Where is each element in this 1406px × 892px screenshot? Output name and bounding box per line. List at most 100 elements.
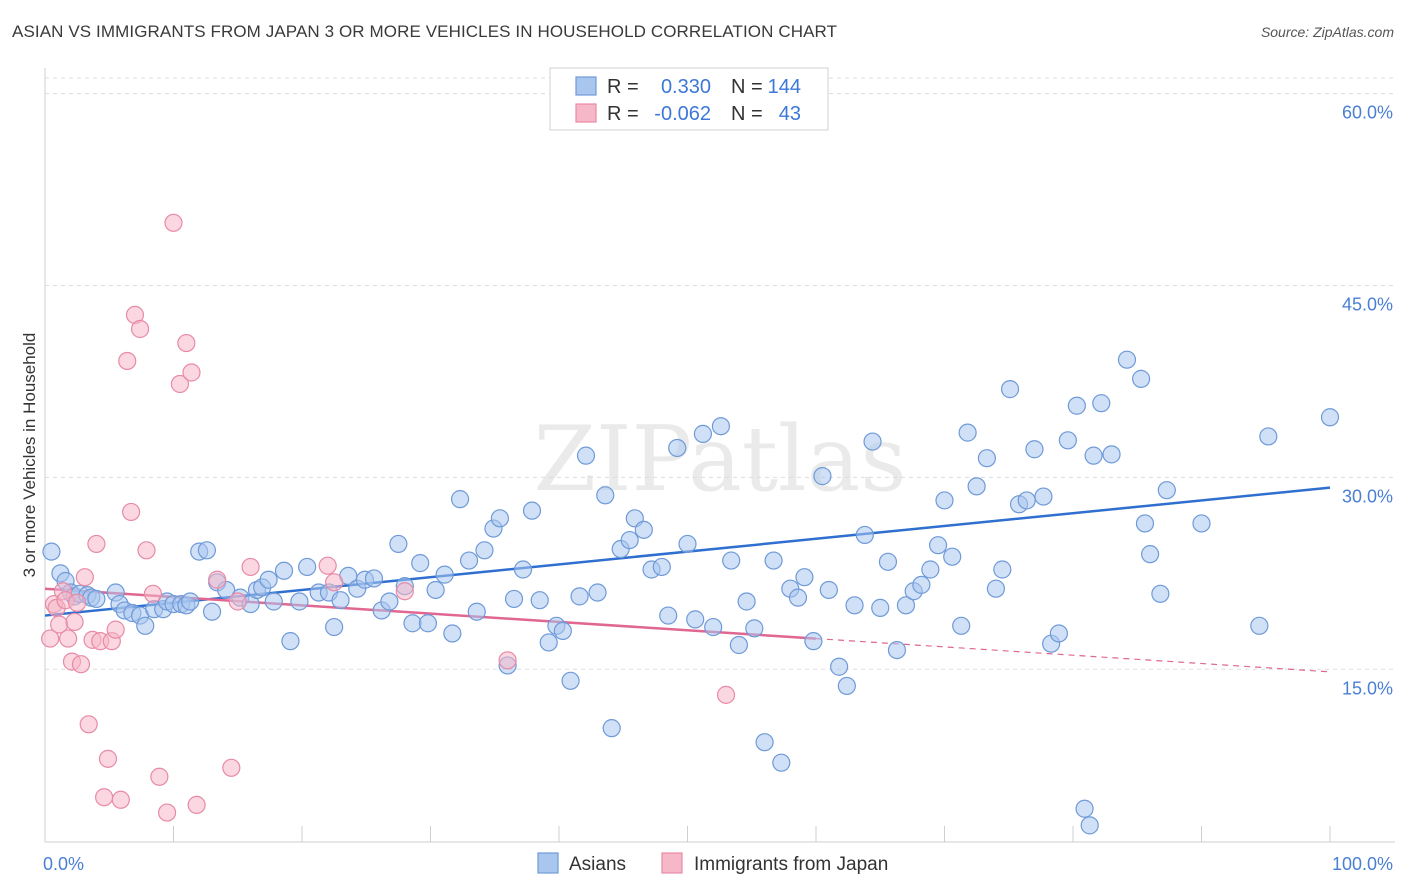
asian-point [443, 624, 462, 643]
japan-point [41, 629, 60, 648]
asian-point [863, 432, 882, 451]
legend-r-value: 0.330 [661, 76, 711, 98]
japan-point [170, 374, 190, 394]
asian-point [1092, 394, 1111, 413]
asian-point [935, 491, 954, 510]
data-points [41, 213, 1340, 835]
japan-point [157, 803, 177, 822]
japan-point [65, 612, 84, 632]
asian-point [921, 560, 940, 579]
asian-point [411, 554, 430, 573]
x-tick-labels: 0.0% 100.0% [43, 854, 1393, 874]
asian-point [977, 449, 997, 468]
legend-swatch-japan [575, 103, 597, 123]
asian-point [513, 560, 533, 579]
asian-point [1034, 487, 1053, 506]
asian-point [745, 619, 764, 638]
chart-title: ASIAN VS IMMIGRANTS FROM JAPAN 3 OR MORE… [12, 22, 838, 41]
asian-point [1259, 427, 1278, 446]
asian-point [887, 640, 907, 660]
asian-point [652, 557, 671, 577]
japan-point [79, 715, 98, 734]
asian-point [1102, 445, 1121, 464]
asian-point [561, 671, 580, 690]
asian-point [435, 565, 454, 584]
asian-point [928, 536, 948, 555]
asian-point [678, 534, 697, 554]
axes [44, 68, 1395, 843]
asian-point [1140, 545, 1160, 564]
asian-point [722, 551, 741, 570]
asian-point [659, 606, 678, 625]
asian-point [952, 616, 971, 635]
japan-point [395, 582, 414, 601]
legend-r-label: R = [607, 76, 639, 98]
trend-line-extension [815, 637, 1331, 673]
asian-point [298, 557, 317, 577]
asian-point [1058, 431, 1077, 450]
legend-n-value: 43 [779, 103, 801, 125]
asian-point [1132, 369, 1151, 388]
asian-point [539, 633, 558, 652]
gridlines [45, 77, 1395, 670]
asian-point [943, 547, 962, 566]
asian-point [764, 551, 783, 570]
asian-point [570, 587, 589, 606]
asian-point [1025, 440, 1044, 459]
asian-point [281, 632, 300, 651]
japan-point [498, 651, 517, 670]
asian-point [576, 446, 596, 465]
japan-point [177, 333, 196, 353]
japan-point [208, 570, 227, 589]
asian-point [788, 588, 808, 607]
asian-point [855, 525, 874, 545]
y-tick-label: 30.0% [1342, 486, 1393, 506]
asian-point [755, 733, 774, 752]
asian-point [704, 617, 723, 637]
y-tick-labels: 15.0% 30.0% 45.0% 60.0% [1342, 103, 1393, 699]
y-axis-label: 3 or more Vehicles in Household [20, 333, 39, 578]
asian-point [602, 719, 621, 738]
japan-point [137, 541, 156, 560]
asian-point [403, 614, 422, 633]
asian-point [804, 632, 823, 651]
japan-point [318, 556, 337, 575]
asian-point [620, 530, 639, 550]
asian-point [1135, 514, 1155, 533]
asian-point [1320, 408, 1340, 427]
asian-point [830, 657, 849, 676]
asian-point [1075, 799, 1094, 818]
series-swatch-asians [537, 852, 559, 874]
asian-point [259, 570, 278, 589]
asian-point [993, 560, 1012, 579]
y-tick-label: 45.0% [1342, 294, 1393, 314]
asian-point [42, 542, 61, 561]
asian-point [136, 616, 155, 635]
japan-point [150, 767, 169, 786]
legend-r-value: -0.062 [654, 103, 711, 125]
asian-point [634, 520, 653, 539]
series-label-asians: Asians [569, 854, 626, 875]
asian-point [1017, 491, 1036, 510]
asian-point [1192, 514, 1211, 533]
asian-point [845, 596, 864, 615]
legend: R = 0.330 N = 144 R = -0.062 N = 43 [549, 67, 829, 131]
asian-point [819, 580, 838, 600]
asian-point [693, 424, 713, 443]
asian-point [871, 598, 890, 617]
asian-point [87, 589, 106, 609]
legend-n-label: N = [731, 76, 763, 98]
legend-n-value: 144 [768, 76, 801, 98]
asian-point [1250, 616, 1269, 635]
asian-point [588, 583, 607, 602]
asian-point [967, 477, 986, 496]
asian-point [553, 621, 572, 641]
asian-point [197, 541, 217, 560]
japan-point [118, 351, 137, 371]
asian-point [1049, 624, 1068, 643]
japan-point [71, 655, 91, 674]
asian-point [837, 676, 856, 696]
x-tick-label: 100.0% [1332, 854, 1393, 874]
x-tick-label: 0.0% [43, 854, 84, 874]
japan-point [716, 685, 736, 704]
